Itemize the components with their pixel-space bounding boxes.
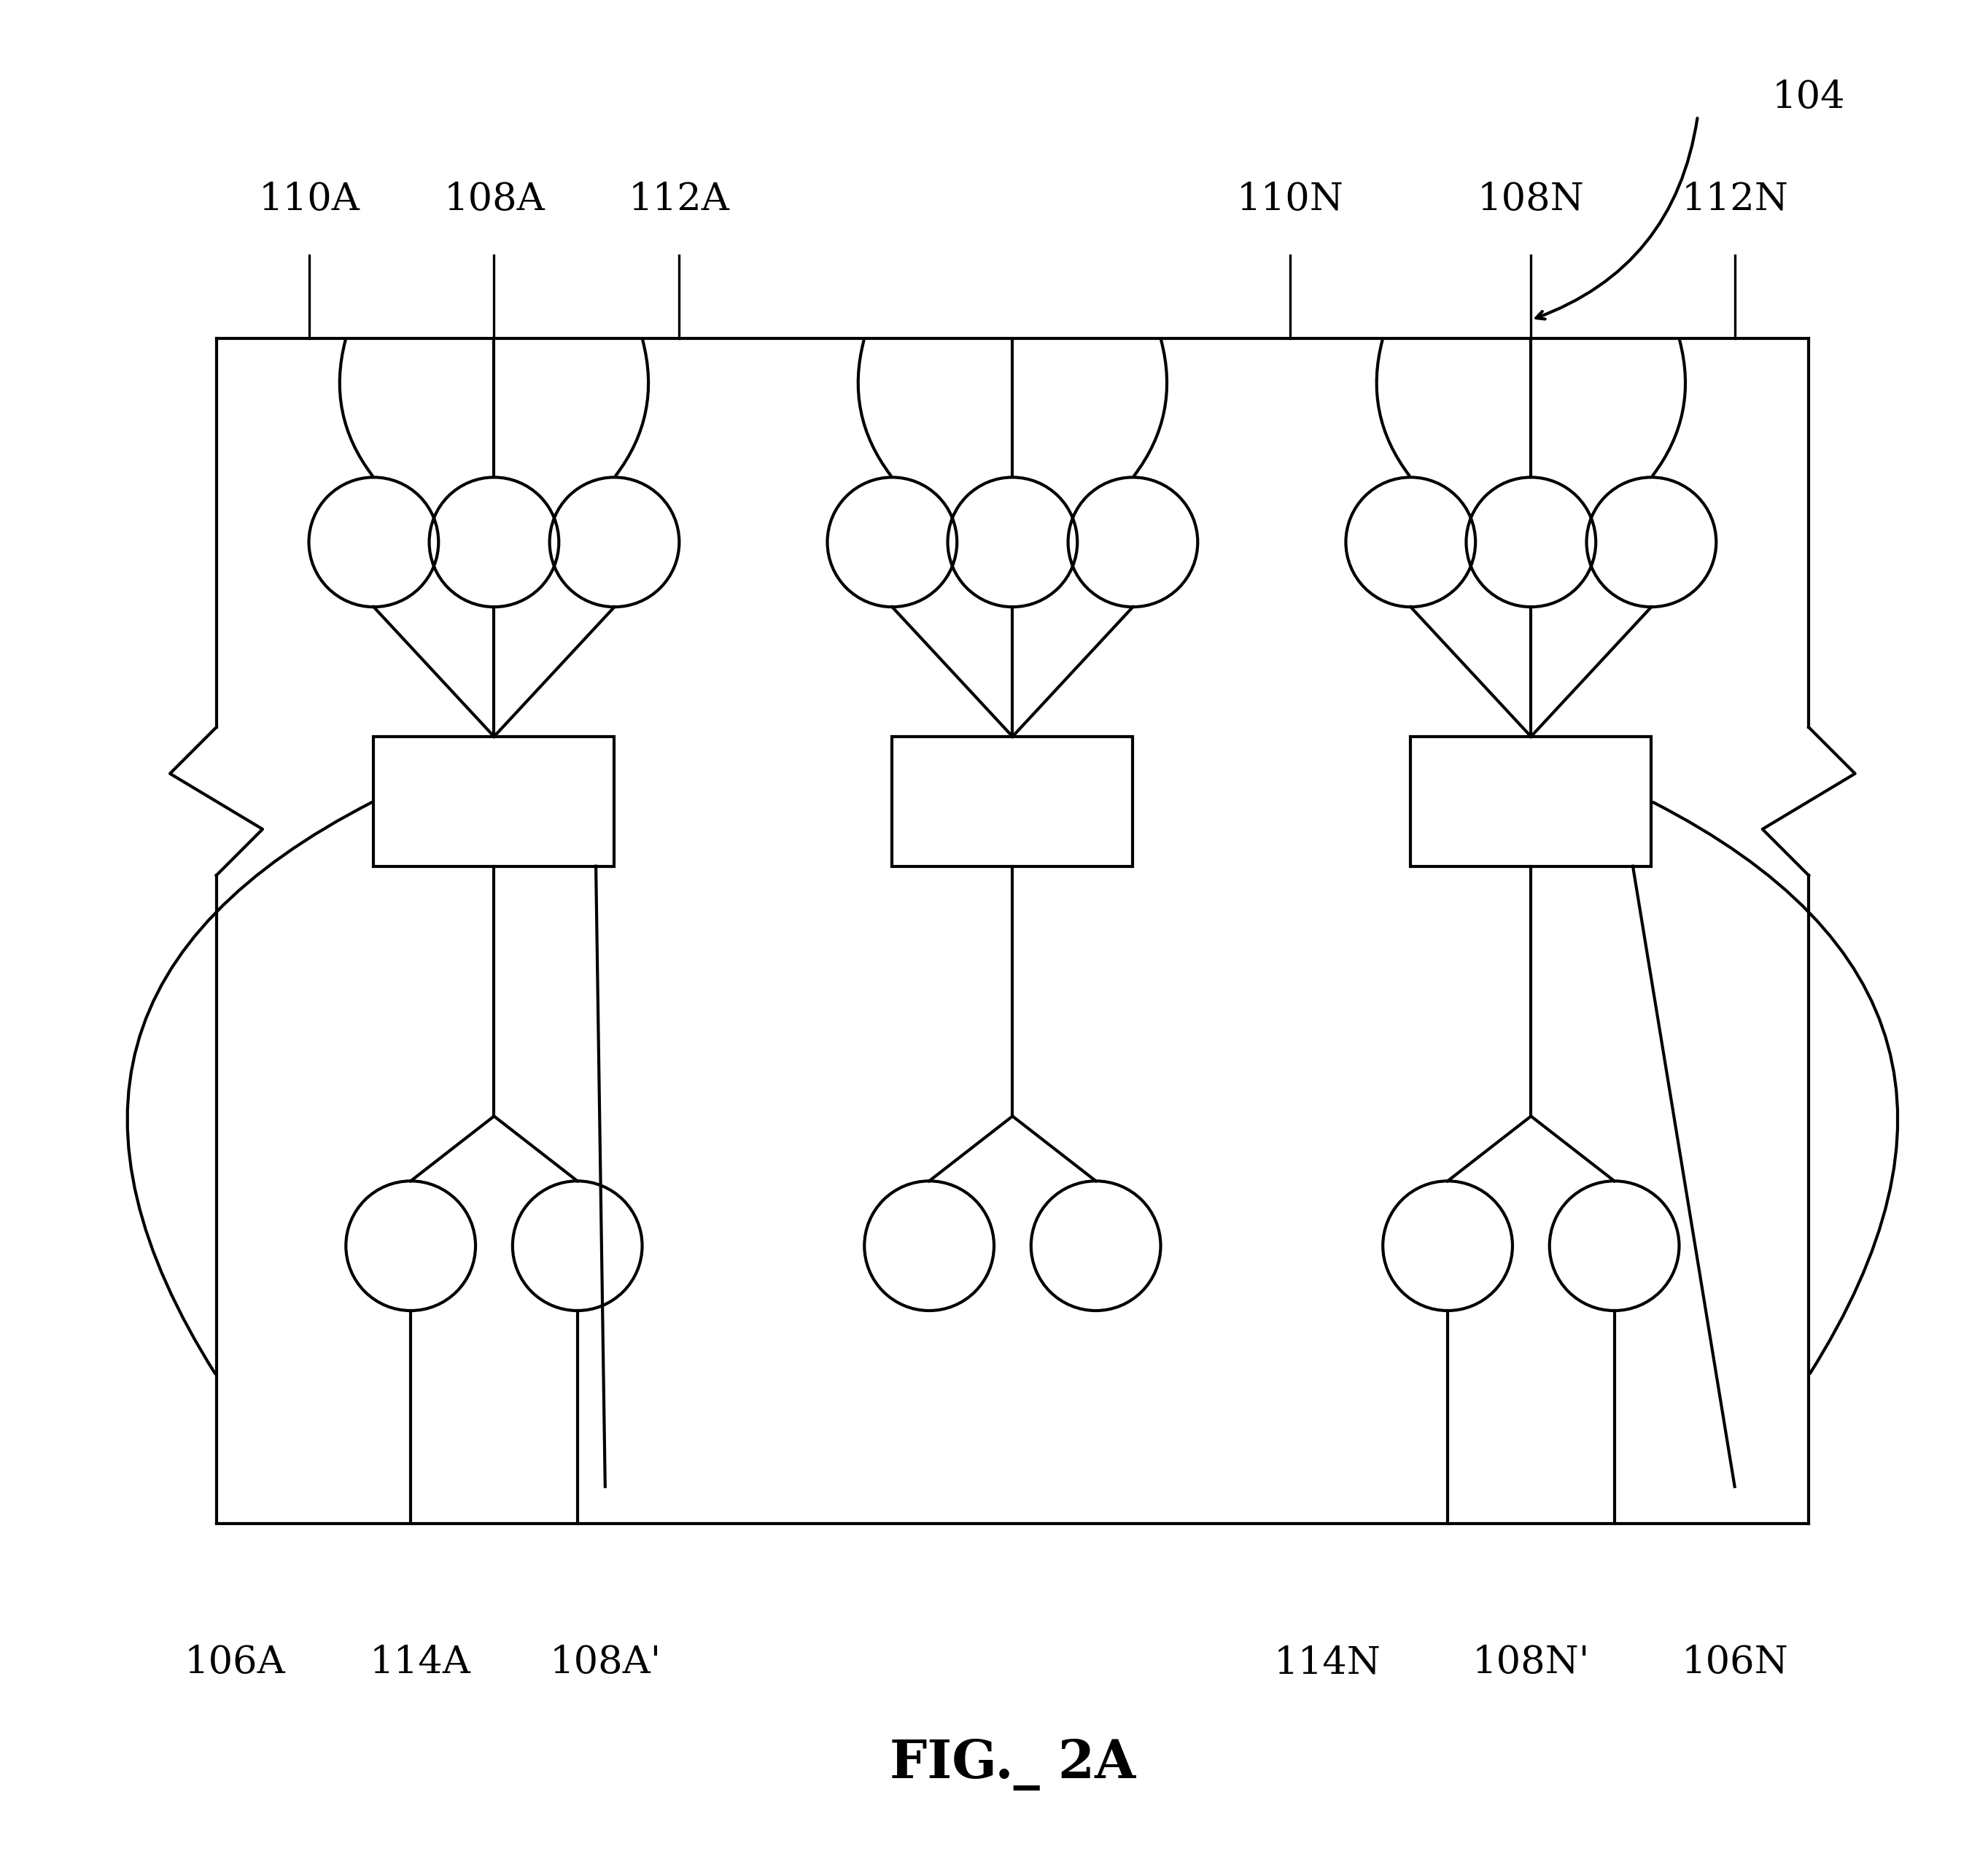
Text: 104: 104 <box>1771 78 1845 115</box>
Bar <box>374 737 614 866</box>
Text: 108N': 108N' <box>1473 1644 1590 1681</box>
Text: FIG._ 2A: FIG._ 2A <box>889 1739 1135 1789</box>
Text: 110N: 110N <box>1237 181 1344 218</box>
Text: 112A: 112A <box>628 181 730 218</box>
Text: 112N: 112N <box>1682 181 1789 218</box>
Text: 108N: 108N <box>1477 181 1584 218</box>
Text: 114A: 114A <box>370 1644 471 1681</box>
Bar <box>1411 737 1652 866</box>
Bar <box>893 737 1133 866</box>
Text: 108A': 108A' <box>549 1644 662 1681</box>
Text: 114N: 114N <box>1274 1644 1382 1681</box>
Text: 106N: 106N <box>1682 1644 1789 1681</box>
Text: 108A: 108A <box>443 181 545 218</box>
Text: 110A: 110A <box>258 181 360 218</box>
Text: 106A: 106A <box>185 1644 286 1681</box>
